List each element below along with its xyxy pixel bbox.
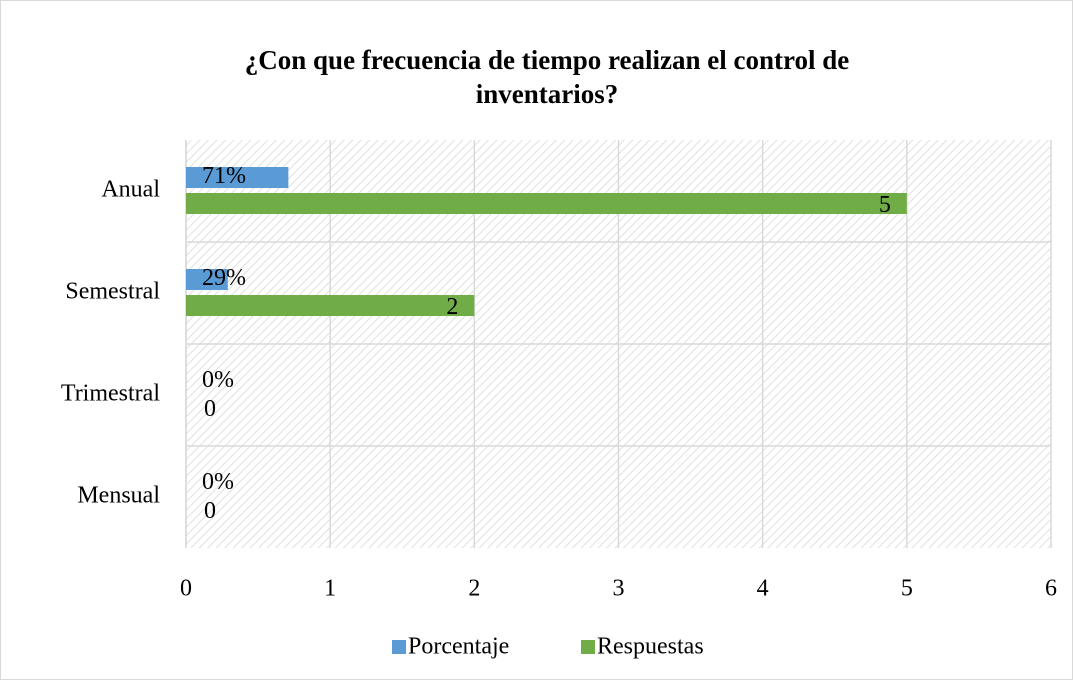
value-label: 5 bbox=[879, 192, 891, 218]
value-label: 2 bbox=[446, 294, 458, 320]
x-tick-label: 3 bbox=[613, 576, 625, 602]
y-tick-label: Anual bbox=[101, 177, 160, 203]
y-tick-label: Mensual bbox=[77, 483, 160, 509]
x-tick-label: 6 bbox=[1045, 576, 1057, 602]
bar bbox=[186, 295, 475, 316]
x-tick-label: 4 bbox=[757, 576, 769, 602]
legend-label: Porcentaje bbox=[408, 634, 509, 660]
bar bbox=[186, 167, 289, 188]
value-label: 0 bbox=[204, 498, 216, 524]
value-label: 0% bbox=[202, 469, 234, 495]
legend-swatch bbox=[581, 640, 595, 654]
legend-swatch bbox=[392, 640, 406, 654]
value-label: 29% bbox=[202, 265, 246, 291]
y-tick-label: Trimestral bbox=[61, 381, 160, 407]
x-tick-label: 0 bbox=[180, 576, 192, 602]
bar bbox=[186, 193, 907, 214]
chart-title: ¿Con que frecuencia de tiempo realizan e… bbox=[245, 45, 849, 109]
legend-label: Respuestas bbox=[597, 634, 704, 660]
value-label: 0% bbox=[202, 367, 234, 393]
x-tick-label: 1 bbox=[324, 576, 336, 602]
y-tick-label: Semestral bbox=[65, 279, 160, 305]
value-label: 71% bbox=[202, 163, 246, 189]
bar bbox=[186, 269, 228, 290]
x-tick-label: 5 bbox=[901, 576, 913, 602]
value-label: 0 bbox=[204, 396, 216, 422]
x-tick-label: 2 bbox=[468, 576, 480, 602]
